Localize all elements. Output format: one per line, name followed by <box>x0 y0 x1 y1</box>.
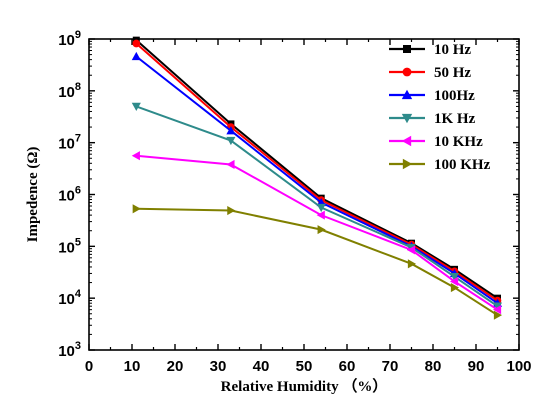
legend-item-1: 50 Hz <box>389 65 471 81</box>
legend-marker <box>403 45 411 53</box>
x-tick-label: 0 <box>85 358 93 375</box>
y-tick-label: 104 <box>58 288 82 308</box>
x-tick-label: 70 <box>382 358 399 375</box>
data-point <box>226 126 236 135</box>
x-axis-title: Relative Humidity （%） <box>221 377 388 395</box>
series-line <box>136 154 499 311</box>
data-point <box>132 39 141 48</box>
y-tick-label: 108 <box>58 81 81 101</box>
data-point <box>406 245 416 255</box>
series-5 <box>132 204 503 320</box>
data-point <box>132 204 141 214</box>
legend-label: 100Hz <box>434 88 475 104</box>
x-tick-label: 50 <box>296 358 313 375</box>
legend-marker <box>401 135 412 147</box>
legend-marker <box>401 113 413 124</box>
data-point <box>492 305 502 315</box>
x-tick-label: 40 <box>253 358 270 375</box>
legend-marker <box>401 89 413 100</box>
y-tick-label: 109 <box>58 29 81 49</box>
x-tick-label: 100 <box>506 358 531 375</box>
legend-label: 10 KHz <box>434 134 483 150</box>
x-tick-label: 10 <box>124 358 141 375</box>
data-point <box>131 102 141 111</box>
legend-item-3: 1K Hz <box>389 111 476 127</box>
x-tick-label: 20 <box>167 358 184 375</box>
series-line <box>135 105 499 308</box>
series-line <box>135 42 499 302</box>
legend-item-2: 100Hz <box>389 88 475 104</box>
data-point <box>131 51 141 61</box>
data-point <box>493 310 503 320</box>
data-point <box>492 302 503 311</box>
data-point <box>316 210 325 220</box>
y-tick-label: 103 <box>58 340 81 360</box>
data-point <box>316 203 326 213</box>
y-tick-label: 106 <box>58 185 81 205</box>
y-axis-title: Impedence (Ω) <box>25 147 41 243</box>
data-point <box>131 151 140 161</box>
legend-item-4: 10 KHz <box>389 134 483 150</box>
legend: 10 Hz 50 Hz 100Hz 1K Hz 10 KHz 100 KHz <box>389 42 491 173</box>
legend-label: 10 Hz <box>434 42 471 58</box>
legend-label: 50 Hz <box>434 65 471 81</box>
data-point <box>450 283 460 293</box>
data-point <box>226 136 236 146</box>
x-tick-label: 80 <box>425 358 442 375</box>
series-line <box>135 39 499 299</box>
series-line <box>135 55 499 305</box>
series-layer <box>131 36 503 320</box>
axes: 0 10 20 30 40 50 60 70 80 90 100 103 104 105 106 107 108… <box>58 29 531 375</box>
legend-item-5: 100 KHz <box>389 157 491 173</box>
data-point <box>407 259 417 269</box>
legend-label: 1K Hz <box>434 111 476 127</box>
data-point <box>226 159 235 169</box>
legend-item-0: 10 Hz <box>389 42 471 58</box>
data-point <box>449 273 460 282</box>
legend-label: 100 KHz <box>434 157 491 173</box>
data-point <box>317 225 326 235</box>
series-4 <box>131 151 502 315</box>
x-tick-label: 90 <box>468 358 485 375</box>
data-point <box>227 206 236 216</box>
y-tick-label: 105 <box>58 236 81 256</box>
x-tick-label: 60 <box>339 358 356 375</box>
data-point <box>449 276 459 287</box>
legend-marker <box>402 67 412 77</box>
legend-marker <box>402 158 413 170</box>
x-tick-label: 30 <box>210 358 227 375</box>
y-tick-label: 107 <box>58 133 81 153</box>
series-line <box>136 207 499 317</box>
